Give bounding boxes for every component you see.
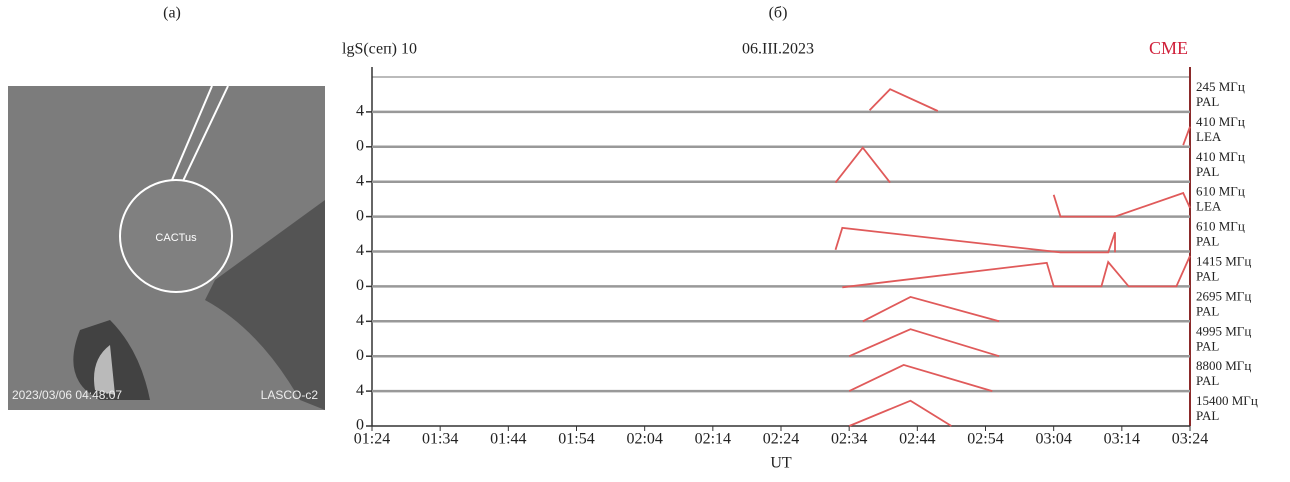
y-label: lgS(сеп) 10 [342,41,417,58]
y-tick-label: 4 [356,172,364,189]
y-tick-label: 0 [356,207,364,224]
legend-site: PAL [1196,303,1219,318]
legend-label: 410 МГц [1196,114,1245,129]
legend-site: PAL [1196,338,1219,353]
x-label: UT [770,455,792,472]
legend-label: 15400 МГц [1196,393,1258,408]
y-tick-label: 4 [356,312,364,329]
legend-site: LEA [1196,129,1222,144]
y-tick-label: 4 [356,103,364,120]
chart-title: 06.III.2023 [742,41,814,58]
x-tick-label: 01:24 [354,431,390,448]
legend-label: 1415 МГц [1196,253,1251,268]
cme-dark [73,320,150,400]
series-line [848,399,952,427]
legend-site: PAL [1196,94,1219,109]
cme-dark [205,200,325,410]
x-tick-label: 02:34 [831,431,867,448]
cactus-sector [182,85,229,182]
series-line [834,226,1116,254]
y-tick-label: 0 [356,417,364,434]
series-line [842,255,1191,289]
y-tick-label: 0 [356,137,364,154]
x-tick-label: 02:04 [626,431,662,448]
x-tick-label: 03:14 [1104,431,1140,448]
legend-label: 4995 МГц [1196,323,1251,338]
legend-label: 610 МГц [1196,219,1245,234]
x-tick-label: 01:44 [490,431,526,448]
x-tick-label: 02:14 [695,431,731,448]
series-line [1182,126,1191,146]
x-tick-label: 03:24 [1172,431,1208,448]
legend-site: PAL [1196,164,1219,179]
y-tick-label: 0 [356,347,364,364]
legend-site: PAL [1196,234,1219,249]
legend-label: 245 МГц [1196,79,1245,94]
image-timestamp: 2023/03/06 04:48:07 [12,388,122,402]
series-line [862,295,1000,323]
x-tick-label: 01:54 [558,431,594,448]
x-tick-label: 02:44 [899,431,935,448]
legend-label: 410 МГц [1196,149,1245,164]
legend-site: PAL [1196,408,1219,423]
annotation: CME [1149,38,1188,58]
series-line [868,88,939,112]
legend-site: PAL [1196,268,1219,283]
panel-label: (б) [769,5,788,22]
series-line [848,328,1000,358]
coronagraph-image: CACTus 2023/03/06 04:48:07 LASCO-c2 [8,85,325,410]
y-tick-label: 4 [356,382,364,399]
series-line [848,363,993,392]
x-tick-label: 03:04 [1035,431,1071,448]
series-line [834,146,891,184]
legend-site: LEA [1196,199,1222,214]
legend-label: 610 МГц [1196,184,1245,199]
x-tick-label: 02:24 [763,431,799,448]
panel-label: (a) [163,5,181,22]
legend-label: 2695 МГц [1196,288,1251,303]
legend-label: 8800 МГц [1196,358,1251,373]
x-tick-label: 01:34 [422,431,458,448]
cactus-sector [171,85,213,181]
legend-site: PAL [1196,373,1219,388]
y-tick-label: 4 [356,242,364,259]
x-tick-label: 02:54 [967,431,1003,448]
image-label: CACTus [155,232,197,244]
occulter [119,179,233,293]
cme-bright [94,345,115,395]
series-line [1052,191,1191,218]
y-tick-label: 0 [356,277,364,294]
image-instrument: LASCO-c2 [261,388,319,402]
